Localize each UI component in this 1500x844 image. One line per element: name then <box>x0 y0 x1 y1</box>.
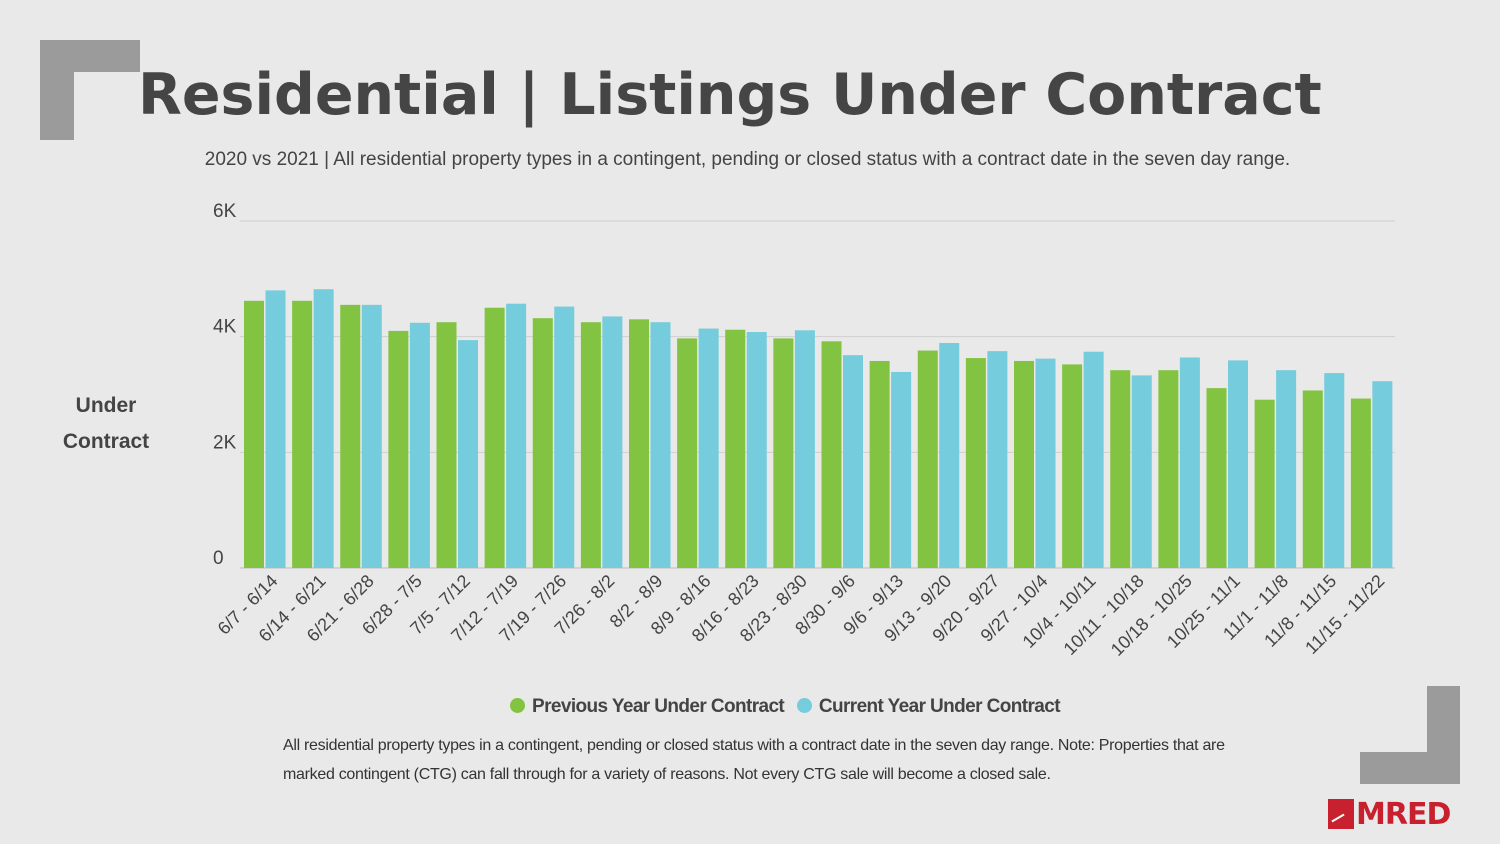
bar-chart: 0 2K 4K 6K 6/7 - 6/146/14 - 6/216/21 - 6/28… <box>213 201 1395 660</box>
corner-decoration-bottom-right <box>1360 686 1460 784</box>
legend-dot-previous <box>510 698 526 713</box>
legend-item-current[interactable]: Current Year Under Contract <box>796 696 1061 718</box>
y-tick-label: 0 <box>213 548 224 569</box>
bar-current-19[interactable] <box>1179 357 1200 568</box>
bar-previous-10[interactable] <box>725 329 746 568</box>
bar-previous-8[interactable] <box>629 319 649 568</box>
grid-lines <box>240 220 1395 569</box>
bar-current-16[interactable] <box>1035 358 1056 568</box>
bar-current-4[interactable] <box>458 340 478 568</box>
bar-previous-13[interactable] <box>869 360 890 568</box>
bar-current-6[interactable] <box>554 306 575 568</box>
page-title: Residential | Listings Under Contract <box>138 62 1322 128</box>
bar-previous-23[interactable] <box>1350 398 1371 568</box>
bar-current-7[interactable] <box>602 316 623 568</box>
bar-previous-11[interactable] <box>773 338 794 568</box>
y-tick-labels: 0 2K 4K 6K <box>213 201 237 569</box>
bar-current-8[interactable] <box>650 322 671 568</box>
bar-previous-3[interactable] <box>388 330 409 568</box>
bar-previous-12[interactable] <box>821 341 842 568</box>
bar-previous-1[interactable] <box>292 300 313 568</box>
legend-item-previous[interactable]: Previous Year Under Contract <box>510 696 785 718</box>
bar-previous-22[interactable] <box>1302 390 1323 568</box>
bar-previous-16[interactable] <box>1014 360 1034 568</box>
legend: Previous Year Under Contract Current Yea… <box>0 696 1500 718</box>
bar-previous-5[interactable] <box>484 307 505 568</box>
y-tick-label: 2K <box>213 432 237 453</box>
bar-previous-9[interactable] <box>677 338 698 568</box>
bar-previous-18[interactable] <box>1110 370 1131 568</box>
bar-current-18[interactable] <box>1131 375 1152 568</box>
bar-current-1[interactable] <box>313 289 334 568</box>
bar-previous-20[interactable] <box>1206 388 1227 568</box>
bar-previous-19[interactable] <box>1158 370 1179 568</box>
bar-current-11[interactable] <box>794 330 815 568</box>
mred-logo: MRED <box>1328 796 1451 832</box>
bar-current-17[interactable] <box>1083 351 1104 568</box>
bar-current-0[interactable] <box>265 290 286 568</box>
bar-previous-0[interactable] <box>244 300 264 568</box>
bar-current-14[interactable] <box>939 343 960 568</box>
bar-previous-4[interactable] <box>436 322 457 568</box>
mred-logo-icon <box>1328 799 1354 829</box>
legend-label-current: Current Year Under Contract <box>818 696 1061 717</box>
bar-current-9[interactable] <box>698 328 719 568</box>
legend-label-previous: Previous Year Under Contract <box>532 696 785 717</box>
bar-previous-2[interactable] <box>340 304 361 568</box>
y-tick-label: 4K <box>213 317 237 338</box>
bar-previous-7[interactable] <box>580 322 601 568</box>
bar-current-23[interactable] <box>1372 381 1393 568</box>
bar-current-2[interactable] <box>361 304 382 568</box>
bar-current-5[interactable] <box>506 303 527 568</box>
bar-previous-21[interactable] <box>1254 399 1275 568</box>
y-tick-label: 6K <box>213 201 237 222</box>
bar-current-21[interactable] <box>1276 370 1297 568</box>
mred-logo-text: MRED <box>1356 796 1451 832</box>
bar-previous-14[interactable] <box>917 350 938 568</box>
bar-current-15[interactable] <box>987 351 1008 568</box>
page-subtitle: 2020 vs 2021 | All residential property … <box>204 149 1291 170</box>
footnote: All residential property types in a cont… <box>283 737 1225 783</box>
bar-previous-15[interactable] <box>965 358 986 568</box>
bar-current-3[interactable] <box>409 322 430 568</box>
bars <box>244 289 1393 568</box>
corner-decoration-top-left <box>40 40 140 140</box>
bar-current-13[interactable] <box>891 371 912 568</box>
bar-current-10[interactable] <box>746 332 767 568</box>
bar-previous-6[interactable] <box>532 318 553 568</box>
x-tick-labels: 6/7 - 6/146/14 - 6/216/21 - 6/286/28 - 7… <box>214 571 1389 660</box>
y-axis-title: Under Contract <box>62 394 150 453</box>
bar-current-20[interactable] <box>1228 360 1248 568</box>
bar-current-22[interactable] <box>1324 373 1345 568</box>
bar-previous-17[interactable] <box>1062 364 1083 568</box>
legend-dot-current <box>796 698 812 713</box>
bar-current-12[interactable] <box>843 355 863 568</box>
